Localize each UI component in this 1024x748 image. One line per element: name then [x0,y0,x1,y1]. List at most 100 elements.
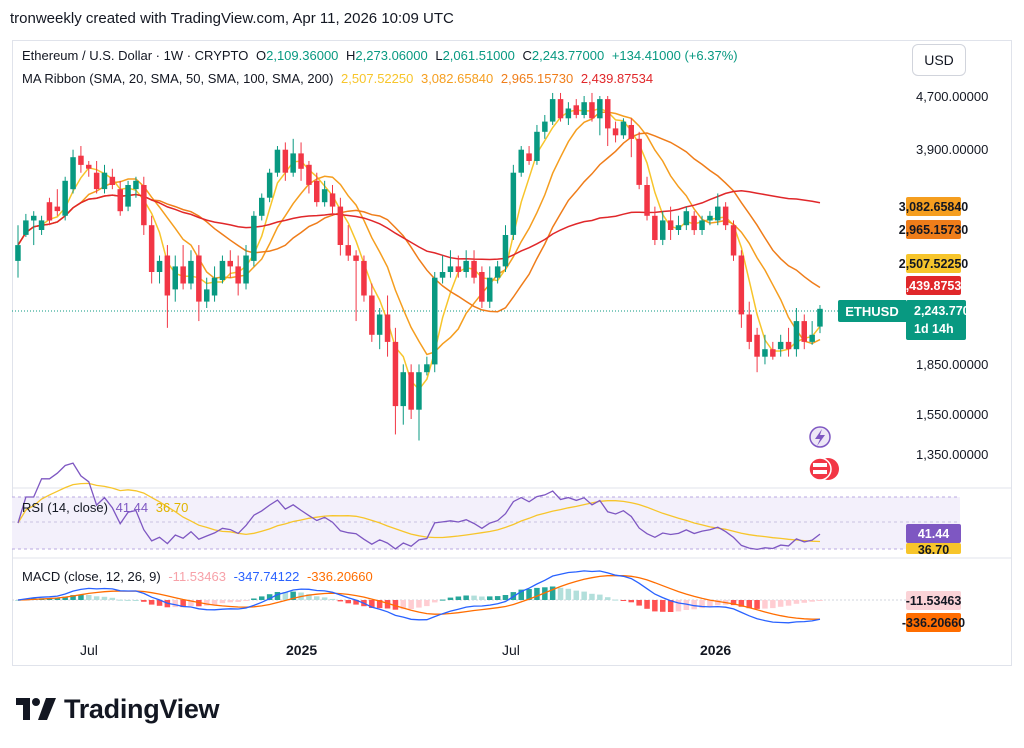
candle-body [188,260,194,284]
tradingview-logo: TradingView [16,694,220,725]
candle-body [86,164,92,169]
candle-body [589,102,595,119]
candle-body [133,180,139,190]
candle-body [809,334,815,342]
macd-legend: MACD (close, 12, 26, 9) -11.53463 -347.7… [22,569,377,584]
macd-histogram-bar [204,600,210,606]
macd-histogram-bar [675,600,682,612]
macd-line-value: -347.74122 [233,569,300,584]
candle-body [534,131,540,161]
candle-body [353,255,359,261]
candle-body [70,157,76,190]
candle-body [369,295,375,335]
candle-body [471,260,477,278]
price-tick: 1,350.00000 [916,447,989,462]
candle-body [31,215,37,221]
macd-hist-tag: -11.53463 [906,591,961,610]
macd-histogram-bar [785,600,792,606]
macd-histogram-bar [463,595,469,600]
high-value: 2,273.06000 [355,48,428,63]
chart-header: tronweekly created with TradingView.com,… [10,10,454,27]
macd-histogram-bar [432,600,438,603]
macd-histogram-bar [597,594,603,600]
macd-histogram-bar [251,598,257,600]
macd-histogram-bar [424,600,430,607]
candle-body [180,266,186,284]
candle-body [817,308,823,327]
last-price-tag: 2,243.77000 1d 14h [906,300,984,340]
macd-histogram-bar [542,587,548,600]
symbol-price-tag[interactable]: ETHUSD [838,300,906,322]
candle-body [78,155,84,165]
candle-body [204,289,210,302]
macd-histogram-bar [777,600,784,607]
candle-body [274,149,281,173]
macd-histogram-bar [754,600,760,609]
candle-body [636,138,642,185]
macd-histogram-bar [392,600,399,610]
macd-histogram-bar [605,597,611,600]
candle-body [605,99,611,129]
macd-histogram-bar [180,600,186,608]
candle-body [282,149,289,173]
candle-body [801,321,807,342]
candle-body [667,220,674,230]
macd-histogram-bar [314,596,320,600]
price-tick: 3,900.00000 [916,142,989,157]
candle-body [691,215,697,231]
candle-body [628,125,634,139]
macd-histogram-bar [274,592,281,600]
candle-body [777,341,784,350]
candle-body [526,153,532,161]
macd-histogram-bar [86,595,92,600]
candle-body [754,334,760,357]
us-flag-event-icon [808,457,832,481]
macd-histogram-bar [125,599,131,601]
macd-histogram-bar [683,600,690,610]
candle-body [487,277,493,302]
rsi-ma-value: 36.70 [155,500,189,515]
macd-histogram-bar [809,600,815,602]
macd-histogram-bar [227,600,233,603]
macd-histogram-bar [376,600,383,609]
us-flag-event-icon [813,463,827,467]
candle-body [557,99,564,119]
currency-button[interactable]: USD [912,44,966,76]
macd-histogram-bar [636,600,642,606]
us-flag-event-icon [813,470,827,474]
macd-histogram-bar [337,600,344,602]
candle-body [707,215,713,221]
candle-body [432,277,438,365]
candle-body [361,260,367,296]
rsi-ma-tag: 36.70 [906,543,961,554]
candle-body [730,225,737,256]
macd-histogram-bar [15,600,21,601]
macd-histogram-bar [801,600,807,603]
macd-histogram-bar [746,600,752,609]
candle-body [321,189,328,203]
candle-body [251,215,257,261]
candle-body [581,102,587,115]
candle-body [549,99,556,122]
candle-body [46,202,53,221]
candle-body [416,372,422,410]
macd-histogram-bar [660,600,666,612]
candle-body [597,99,603,119]
macd-histogram-bar [707,600,713,607]
x-axis-label: 2026 [700,642,732,658]
candle-body [227,260,233,267]
ma50-value: 3,082.65840 [420,71,494,86]
candle-body [141,185,147,226]
open-value: 2,109.36000 [266,48,339,63]
candle-body [196,255,202,302]
macd-histogram-bar [243,600,249,601]
candle-body [392,341,399,407]
low-value: 2,061.51000 [442,48,515,63]
candle-body [109,176,116,185]
candle-body [715,206,721,221]
candle-body [172,266,178,290]
macd-histogram-bar [321,597,328,600]
candle-body [762,349,768,357]
candle-body [675,225,682,230]
